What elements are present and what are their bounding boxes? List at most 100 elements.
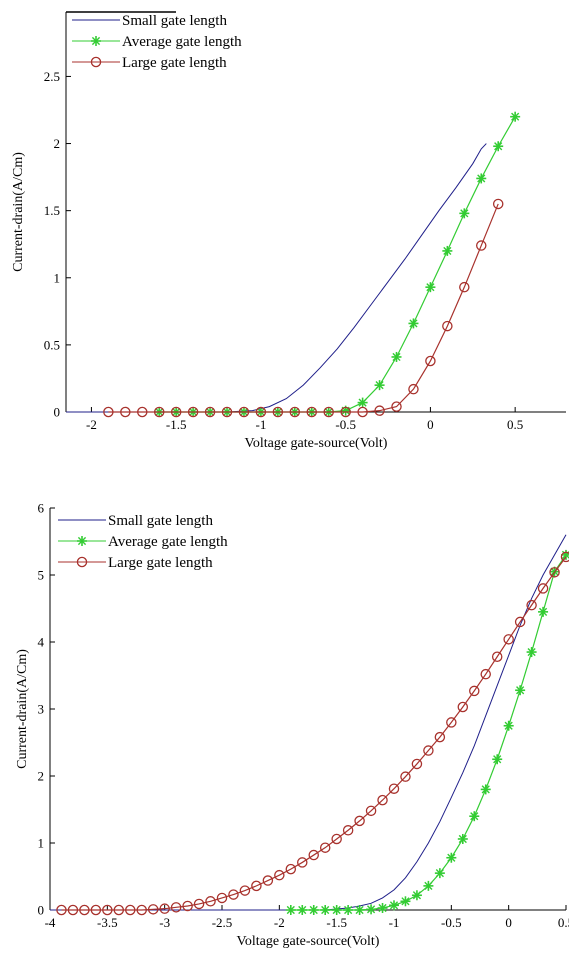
data-point-large (434, 731, 446, 743)
data-point-large (228, 889, 239, 900)
legend-marker-large (90, 56, 102, 68)
y-axis-label: Current-drain(A/Cm) (11, 152, 26, 272)
data-point-large (204, 406, 216, 418)
series-line-average (290, 554, 567, 911)
y-tick-label: 2 (54, 136, 61, 151)
chart-top: -2 -1.5 -1 -0.5 0 0.5 0 0.5 1 1.5 2 2.5 Voltage gate… (11, 11, 566, 451)
data-point-average (538, 606, 549, 617)
x-tick-label: 0 (427, 417, 434, 432)
data-point-large (442, 320, 453, 332)
data-point-average (408, 318, 419, 329)
y-tick-label: 4 (38, 635, 45, 650)
data-point-large (374, 405, 385, 416)
data-point-large (79, 904, 90, 916)
series-line-small (66, 143, 487, 413)
y-tick-label: 1 (54, 270, 61, 285)
y-tick-label: 1 (38, 836, 45, 851)
data-point-large (308, 849, 319, 861)
x-tick-label: -2.5 (212, 915, 233, 930)
data-point-large (306, 406, 318, 418)
data-point-large (239, 885, 251, 896)
y-tick-label: 0.5 (44, 337, 60, 352)
chart-bottom: -4 -3.5 -3 -2.5 -2 -1.5 -1 -0.5 0 0.5 0 1 2 3 4 5 6 Volta… (15, 501, 569, 949)
legend-label-average: Average gate length (108, 534, 228, 550)
x-tick-label: -2 (86, 417, 97, 432)
data-point-large (289, 406, 301, 418)
data-point-average (320, 905, 331, 915)
data-point-large (526, 599, 537, 611)
data-point-large (170, 902, 182, 913)
y-tick-label: 5 (38, 568, 45, 583)
data-point-large (67, 904, 79, 916)
legend-label-small: Small gate length (122, 13, 227, 29)
data-point-large (147, 904, 159, 915)
series-line-large (108, 203, 499, 413)
plot-area (50, 534, 569, 916)
y-tick-label: 0 (54, 405, 61, 420)
data-point-large (423, 745, 434, 756)
data-point-average (377, 902, 388, 913)
x-axis-label: Voltage gate-source(Volt) (245, 436, 388, 451)
data-point-average (425, 282, 436, 293)
data-point-large (469, 685, 480, 697)
series-line-large (61, 556, 567, 911)
data-point-large (476, 240, 487, 251)
legend-label-large: Large gate length (122, 55, 227, 71)
data-point-average (400, 896, 411, 907)
data-point-large (480, 668, 491, 680)
data-point-average (434, 868, 445, 879)
data-point-large (446, 717, 457, 728)
y-tick-label: 6 (38, 501, 45, 516)
x-tick-label: 0.5 (558, 915, 569, 930)
data-point-large (251, 880, 262, 892)
data-point-large (170, 406, 182, 418)
x-tick-label: -3.5 (97, 915, 118, 930)
y-axis-label: Current-drain(A/Cm) (15, 649, 30, 769)
data-point-large (136, 904, 147, 916)
data-point-large (120, 406, 131, 418)
data-point-large (411, 758, 423, 770)
legend-marker-average (77, 536, 87, 546)
legend-label-average: Average gate length (122, 34, 242, 50)
data-point-average (526, 647, 537, 658)
data-point-large (297, 857, 308, 868)
data-point-large (408, 383, 419, 395)
data-point-average (411, 890, 422, 901)
data-point-large (56, 904, 67, 916)
x-tick-label: 0 (505, 915, 512, 930)
data-point-large (514, 616, 526, 628)
data-point-large (238, 406, 250, 418)
data-point-large (262, 875, 274, 886)
x-tick-label: -2 (274, 915, 285, 930)
data-point-average (503, 720, 514, 731)
y-tick-label: 0 (38, 903, 45, 918)
x-tick-label: -3 (159, 915, 170, 930)
data-point-large (537, 583, 549, 594)
data-point-average (354, 905, 365, 915)
data-point-average (297, 905, 308, 915)
data-point-large (285, 863, 297, 875)
legend-label-large: Large gate length (108, 555, 213, 571)
data-point-large (391, 401, 402, 412)
data-point-large (457, 701, 469, 713)
legend-marker-average (91, 36, 101, 46)
data-point-large (492, 198, 504, 210)
y-tick-label: 3 (38, 702, 45, 717)
data-point-average (492, 754, 503, 765)
data-point-average (343, 905, 354, 915)
data-point-average (391, 351, 402, 362)
data-point-large (354, 815, 365, 827)
data-point-large (274, 869, 285, 881)
data-point-large (113, 904, 125, 916)
x-tick-label: -1.5 (166, 417, 187, 432)
data-point-large (377, 794, 388, 806)
data-point-large (102, 904, 113, 916)
x-tick-label: -0.5 (441, 915, 462, 930)
legend-label-small: Small gate length (108, 513, 213, 529)
data-point-average (480, 784, 491, 795)
data-point-large (459, 281, 470, 293)
x-tick-label: -4 (45, 915, 56, 930)
data-point-large (491, 651, 503, 662)
data-point-large (90, 904, 102, 916)
